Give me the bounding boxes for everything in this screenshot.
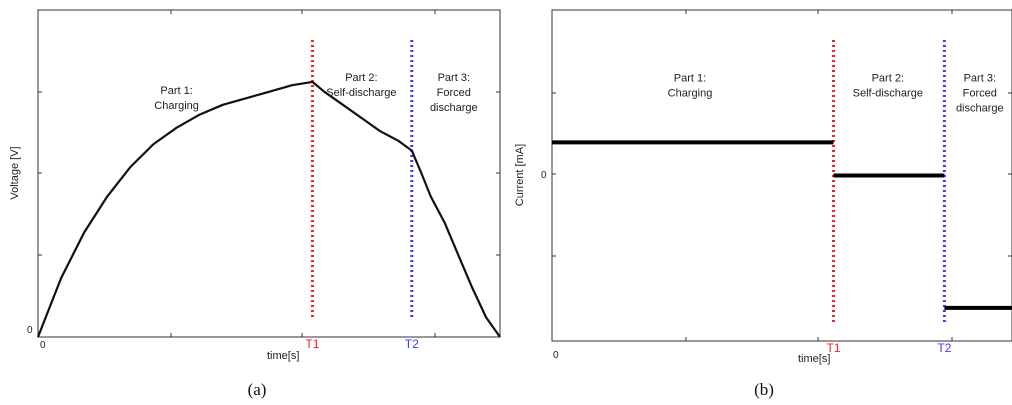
plot-frame — [37, 9, 501, 338]
figure-caption: (b) — [754, 380, 774, 399]
x-tick-label: 0 — [40, 340, 46, 351]
part-label-line: Part 2: — [345, 72, 377, 84]
part-label-line: discharge — [430, 102, 478, 114]
part-label-line: Self-discharge — [326, 87, 396, 99]
data-series-line — [552, 140, 1012, 310]
y-axis-label: Current [mA] — [514, 144, 526, 206]
part-label-line: Forced — [963, 87, 997, 99]
part-label-line: discharge — [956, 102, 1004, 114]
part-label-line: Part 2: — [872, 72, 904, 84]
part-label-line: Charging — [154, 100, 199, 112]
chart-a: T1 T2 Part 1: Charging Part 2: Self-discharge… — [9, 9, 501, 399]
marker-label-t2: T2 — [405, 337, 419, 351]
figure-caption: (a) — [248, 380, 267, 399]
y-tick-label: 0 — [541, 170, 547, 181]
part-label-line: Self-discharge — [853, 87, 923, 99]
part-label-line: Part 3: — [964, 72, 996, 84]
marker-label-t1: T1 — [305, 337, 319, 351]
part-label-line: Forced — [437, 87, 471, 99]
part-label-line: Part 1: — [160, 85, 192, 97]
x-axis-label: time[s] — [267, 350, 299, 362]
data-series-line — [36, 80, 501, 338]
x-axis-label: time[s] — [798, 353, 830, 365]
part-label-line: Part 3: — [438, 72, 470, 84]
y-axis-label: Voltage [V] — [9, 146, 21, 199]
chart-b: T1 T2 Part 1: Charging Part 2: Self-discharge… — [514, 9, 1012, 399]
part-label-line: Part 1: — [674, 72, 706, 84]
x-tick-label: 0 — [553, 350, 559, 361]
y-tick-label: 0 — [27, 325, 33, 336]
marker-label-t2: T2 — [937, 341, 951, 355]
plot-frame — [551, 9, 1012, 342]
part-label-line: Charging — [668, 87, 713, 99]
marker-label-t1: T1 — [827, 341, 841, 355]
